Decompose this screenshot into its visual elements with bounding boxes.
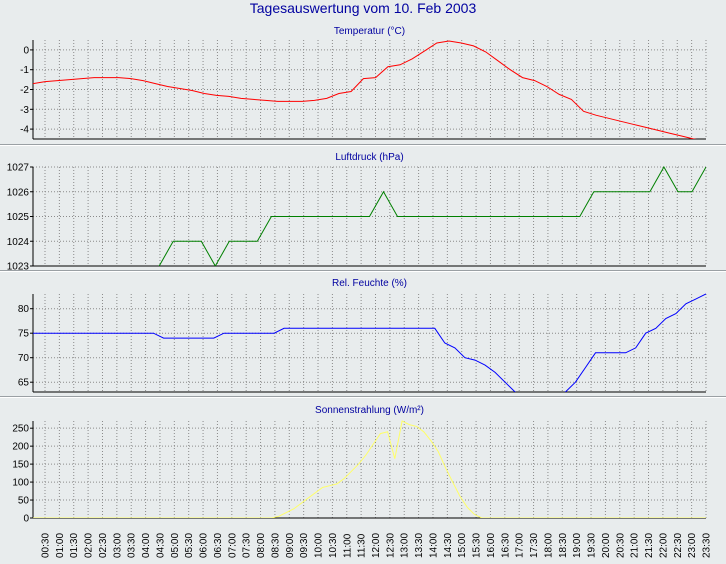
y-tick-label: 75 <box>18 329 30 340</box>
x-tick-label: 15:30 <box>472 533 483 558</box>
x-tick-label: 07:30 <box>242 533 253 558</box>
x-tick-label: 16:00 <box>486 533 497 558</box>
y-tick-label: 0 <box>23 45 29 56</box>
x-tick-label: 10:00 <box>314 533 325 558</box>
x-tick-label: 09:00 <box>285 533 296 558</box>
x-tick-label: 03:00 <box>112 533 123 558</box>
x-tick-label: 01:00 <box>55 533 66 558</box>
y-tick-label: 65 <box>18 378 30 389</box>
y-tick-label: 80 <box>18 304 30 315</box>
x-tick-label: 10:30 <box>328 533 339 558</box>
series-line <box>33 293 706 392</box>
y-tick-label: 100 <box>12 478 29 489</box>
y-tick-label: -2 <box>20 85 29 96</box>
y-tick-label: 150 <box>12 460 29 471</box>
x-tick-label: 21:30 <box>644 533 655 558</box>
x-tick-label: 14:00 <box>428 533 439 558</box>
x-tick-label: 08:00 <box>256 533 267 558</box>
x-tick-label: 18:00 <box>543 533 554 558</box>
x-tick-label: 21:00 <box>630 533 641 558</box>
y-tick-label: -4 <box>20 125 29 136</box>
panel-divider <box>0 144 726 146</box>
x-tick-label: 20:00 <box>601 533 612 558</box>
y-tick-label: -1 <box>20 65 29 76</box>
panel-title: Rel. Feuchte (%) <box>332 278 407 289</box>
y-tick-label: 1025 <box>7 212 30 223</box>
y-tick-label: 1027 <box>7 163 30 174</box>
panel-title: Luftdruck (hPa) <box>335 152 403 163</box>
x-tick-label: 22:30 <box>673 533 684 558</box>
x-tick-label: 06:30 <box>213 533 224 558</box>
x-tick-label: 05:30 <box>184 533 195 558</box>
panel-divider <box>0 270 726 272</box>
x-tick-label: 14:30 <box>443 533 454 558</box>
x-tick-label: 04:30 <box>155 533 166 558</box>
x-tick-label: 03:30 <box>127 533 138 558</box>
chart-main-title: Tagesauswertung vom 10. Feb 2003 <box>249 0 477 16</box>
x-tick-label: 13:00 <box>400 533 411 558</box>
x-tick-label: 05:00 <box>170 533 181 558</box>
x-tick-label: 23:30 <box>702 533 713 558</box>
x-tick-label: 22:00 <box>658 533 669 558</box>
series-line <box>33 420 706 518</box>
y-tick-label: 50 <box>18 496 30 507</box>
x-tick-label: 13:30 <box>414 533 425 558</box>
x-tick-label: 04:00 <box>141 533 152 558</box>
x-tick-label: 11:00 <box>342 533 353 558</box>
x-tick-label: 09:30 <box>299 533 310 558</box>
x-tick-label: 02:30 <box>98 533 109 558</box>
x-tick-label: 08:30 <box>270 533 281 558</box>
series-line <box>33 40 697 139</box>
y-tick-label: 1023 <box>7 262 30 273</box>
x-tick-label: 06:00 <box>199 533 210 558</box>
x-tick-label: 15:00 <box>457 533 468 558</box>
x-tick-label: 19:00 <box>572 533 583 558</box>
x-tick-label: 12:00 <box>371 533 382 558</box>
series-line <box>158 166 706 266</box>
y-tick-label: 1026 <box>7 187 30 198</box>
x-tick-label: 20:30 <box>615 533 626 558</box>
x-tick-label: 12:30 <box>385 533 396 558</box>
y-tick-label: -3 <box>20 105 29 116</box>
x-tick-label: 17:30 <box>529 533 540 558</box>
x-tick-label: 23:00 <box>687 533 698 558</box>
x-tick-label: 00:30 <box>41 533 52 558</box>
y-tick-label: 70 <box>18 353 30 364</box>
x-tick-label: 16:30 <box>500 533 511 558</box>
x-tick-label: 17:00 <box>515 533 526 558</box>
x-tick-label: 02:00 <box>84 533 95 558</box>
panel-divider <box>0 396 726 398</box>
panel-title: Sonnenstrahlung (W/m²) <box>315 405 424 416</box>
x-tick-label: 18:30 <box>558 533 569 558</box>
y-tick-label: 0 <box>23 514 29 525</box>
panel-title: Temperatur (°C) <box>334 26 405 37</box>
y-tick-label: 250 <box>12 424 29 435</box>
x-tick-label: 19:30 <box>587 533 598 558</box>
y-tick-label: 1024 <box>7 237 30 248</box>
x-tick-label: 07:00 <box>227 533 238 558</box>
y-tick-label: 200 <box>12 442 29 453</box>
x-tick-label: 11:30 <box>357 533 368 558</box>
x-tick-label: 01:30 <box>69 533 80 558</box>
